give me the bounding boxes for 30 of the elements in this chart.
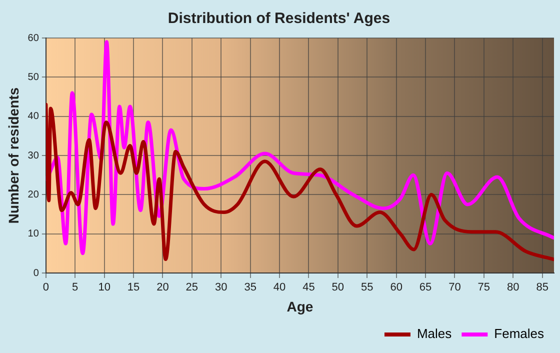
y-tick-label: 60 <box>28 32 40 44</box>
x-tick-label: 20 <box>156 282 169 294</box>
x-tick-label: 85 <box>536 282 548 294</box>
x-tick-label: 35 <box>244 282 256 294</box>
y-tick-label: 40 <box>28 111 40 122</box>
x-tick-label: 30 <box>214 282 228 294</box>
x-tick-label: 70 <box>448 282 461 294</box>
y-tick-label: 10 <box>28 228 40 240</box>
y-tick-label: 50 <box>28 72 40 83</box>
x-tick-label: 60 <box>390 282 402 294</box>
y-tick-label: 30 <box>28 150 40 162</box>
x-tick-label: 45 <box>302 282 315 294</box>
x-tick-label: 5 <box>72 282 78 294</box>
legend-label: Females <box>494 326 544 342</box>
x-tick-label: 15 <box>127 282 140 294</box>
x-tick-label: 25 <box>186 282 198 294</box>
y-tick-label: 0 <box>33 268 40 279</box>
legend-label: Males <box>416 326 452 342</box>
x-tick-label: 0 <box>42 282 49 294</box>
x-tick-label: 55 <box>360 282 374 294</box>
y-tick-label: 20 <box>28 189 40 200</box>
x-tick-label: 40 <box>273 282 286 294</box>
y-axis-title: Number of residents <box>5 87 22 224</box>
x-tick-label: 65 <box>419 282 432 294</box>
x-tick-label: 75 <box>478 282 490 294</box>
chart-title: Distribution of Residents' Ages <box>168 10 390 28</box>
x-tick-label: 50 <box>332 282 344 294</box>
x-tick-label: 10 <box>98 282 110 294</box>
x-axis-title: Age <box>286 298 314 314</box>
x-tick-label: 80 <box>506 282 520 294</box>
